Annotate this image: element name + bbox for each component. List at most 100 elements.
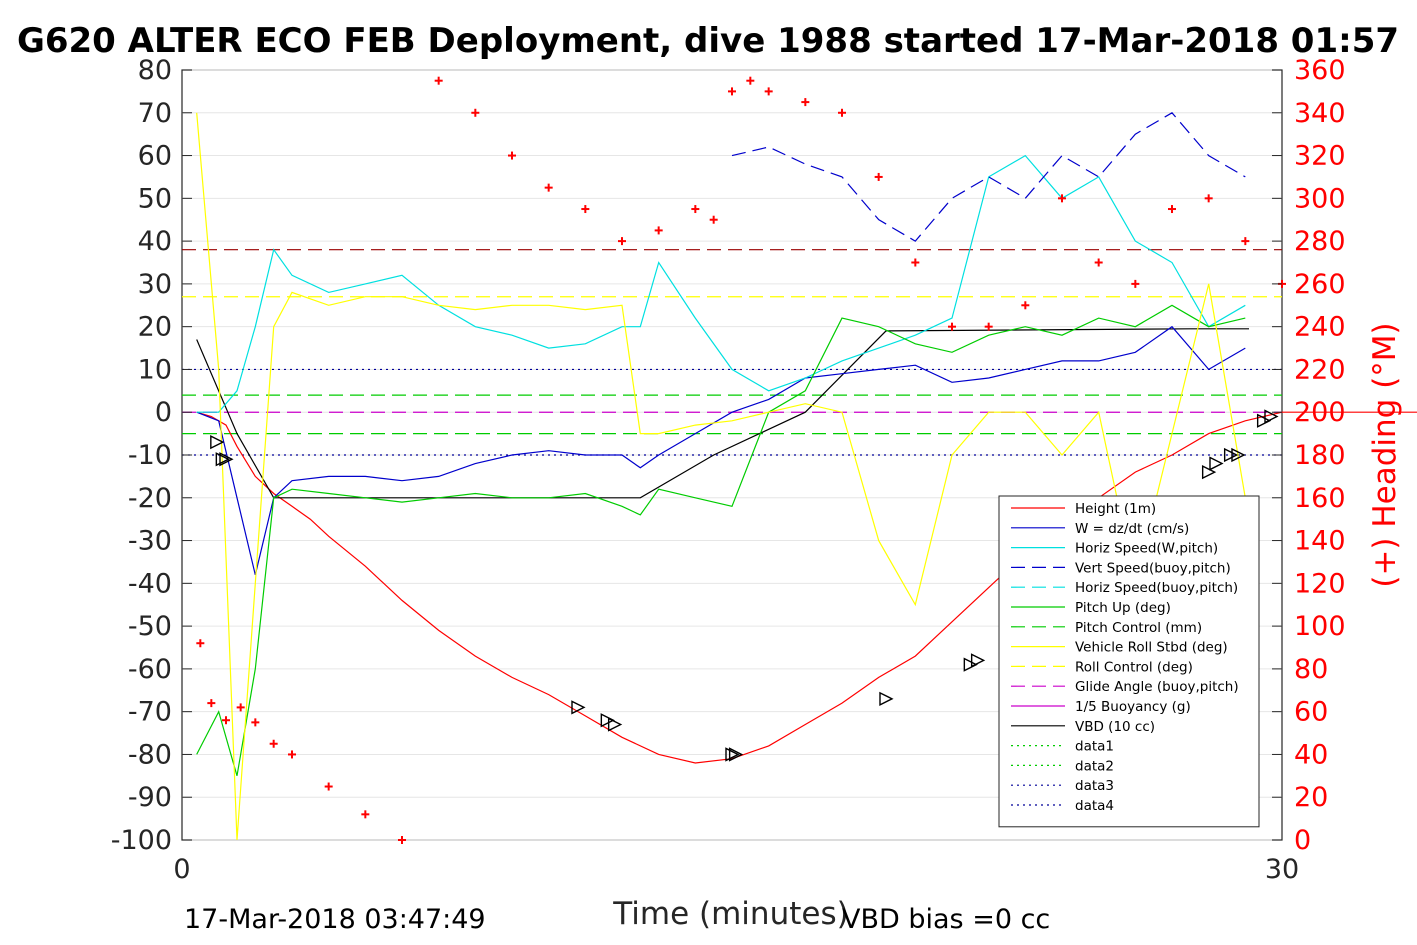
chart-title: G620 ALTER ECO FEB Deployment, dive 1988… xyxy=(17,21,1399,61)
left-tick-label: -50 xyxy=(128,611,172,642)
left-tick-label: 30 xyxy=(138,269,172,300)
height-marker xyxy=(970,653,986,668)
heading-marker xyxy=(434,76,443,85)
series-line xyxy=(196,154,1246,413)
legend-label: Vert Speed(buoy,pitch) xyxy=(1075,560,1231,576)
x-tick-label: 0 xyxy=(173,854,190,885)
right-tick-label: 320 xyxy=(1294,141,1346,172)
right-tick-label: 160 xyxy=(1294,483,1346,514)
heading-marker xyxy=(764,87,773,96)
legend-label: Vehicle Roll Stbd (deg) xyxy=(1075,640,1228,656)
height-marker xyxy=(1264,409,1279,424)
left-tick-label: -10 xyxy=(128,440,172,471)
footer-timestamp: 17-Mar-2018 03:47:49 xyxy=(184,904,486,935)
left-tick-label: -70 xyxy=(128,697,172,728)
heading-marker xyxy=(709,215,718,224)
height-marker xyxy=(1231,447,1246,463)
left-tick-label: -60 xyxy=(128,654,172,685)
right-tick-label: 120 xyxy=(1294,568,1346,599)
height-marker xyxy=(600,713,615,728)
right-tick-label: 340 xyxy=(1294,98,1346,129)
legend-label: 1/5 Buoyancy (g) xyxy=(1075,699,1191,715)
heading-marker xyxy=(269,739,278,748)
heading-marker xyxy=(911,258,920,267)
heading-marker xyxy=(984,322,993,331)
grid xyxy=(182,69,1282,841)
heading-marker xyxy=(746,76,755,85)
height-marker xyxy=(215,452,230,467)
heading-marker xyxy=(728,87,736,96)
heading-marker xyxy=(471,108,480,117)
left-tick-label: -80 xyxy=(128,739,172,770)
height-marker xyxy=(1209,456,1224,471)
heading-marker xyxy=(398,836,406,844)
heading-marker xyxy=(196,639,205,648)
legend-label: data3 xyxy=(1075,778,1114,794)
height-marker xyxy=(1201,464,1217,480)
right-tick-label: 280 xyxy=(1294,226,1346,257)
x-tick-label: 30 xyxy=(1265,854,1299,885)
height-marker xyxy=(1223,447,1239,463)
heading-marker xyxy=(251,718,260,727)
legend-label: W = dz/dt (cm/s) xyxy=(1075,521,1189,537)
heading-marker xyxy=(1241,237,1250,246)
right-axis-label: (+) Heading (°M) xyxy=(1367,322,1403,587)
series-line xyxy=(196,304,1246,776)
height-marker xyxy=(607,717,623,732)
heading-marker xyxy=(801,98,810,107)
x-axis: 0 30 xyxy=(173,830,1299,885)
left-tick-label: 0 xyxy=(155,397,172,428)
right-tick-label: 300 xyxy=(1294,183,1346,214)
legend-label: Roll Control (deg) xyxy=(1075,659,1193,675)
left-tick-label: 50 xyxy=(138,183,172,214)
heading-marker xyxy=(544,183,553,192)
heading-marker xyxy=(207,699,216,708)
legend-box xyxy=(998,495,1260,828)
heading-marker xyxy=(1131,279,1140,288)
heading-marker xyxy=(508,151,516,160)
left-tick-label: -20 xyxy=(128,483,172,514)
height-marker xyxy=(210,435,225,450)
heading-marker xyxy=(618,237,626,246)
height-marker xyxy=(219,452,234,467)
series-layer xyxy=(196,112,1417,841)
legend-label: Horiz Speed(buoy,pitch) xyxy=(1075,580,1238,596)
left-tick-label: 40 xyxy=(138,226,172,257)
legend: Height (1m) W = dz/dt (cm/s) Horiz Speed(W… xyxy=(998,495,1260,828)
height-marker xyxy=(571,700,586,715)
heading-marker xyxy=(654,226,663,235)
heading-marker xyxy=(1204,194,1213,203)
right-axis: 3603403203002802602402202001801601401201… xyxy=(1272,55,1346,856)
series-line xyxy=(731,112,1246,242)
left-tick-label: 20 xyxy=(138,312,172,343)
left-tick-label: -40 xyxy=(128,568,172,599)
heading-marker xyxy=(948,322,956,331)
heading-marker xyxy=(1058,194,1066,203)
legend-label: VBD (10 cc) xyxy=(1075,719,1155,735)
right-tick-label: 360 xyxy=(1294,55,1346,86)
series-line xyxy=(196,325,1246,575)
left-tick-label: -90 xyxy=(128,782,172,813)
heading-marker xyxy=(288,750,296,759)
height-marker xyxy=(725,747,740,762)
right-tick-label: 40 xyxy=(1294,739,1328,770)
heading-marker xyxy=(838,108,846,117)
heading-marker xyxy=(1094,258,1103,267)
right-tick-label: 100 xyxy=(1294,611,1346,642)
right-tick-label: 20 xyxy=(1294,782,1328,813)
right-tick-label: 140 xyxy=(1294,526,1346,557)
right-tick-label: 80 xyxy=(1294,654,1328,685)
right-tick-label: 260 xyxy=(1294,269,1346,300)
heading-marker xyxy=(324,782,333,791)
heading-marker xyxy=(581,205,590,214)
left-axis: 80 70 60 50 40 30 20 10 0 -10 -20 -30 -40 -50 -60 -70 -8… xyxy=(111,55,192,856)
series-line xyxy=(196,411,1417,764)
legend-label: Horiz Speed(W,pitch) xyxy=(1075,541,1218,557)
right-tick-label: 180 xyxy=(1294,440,1346,471)
left-tick-label: 80 xyxy=(138,55,172,86)
legend-label: data1 xyxy=(1075,739,1114,755)
series-line xyxy=(196,112,1246,841)
heading-marker xyxy=(1021,301,1030,310)
height-marker xyxy=(1256,413,1272,428)
